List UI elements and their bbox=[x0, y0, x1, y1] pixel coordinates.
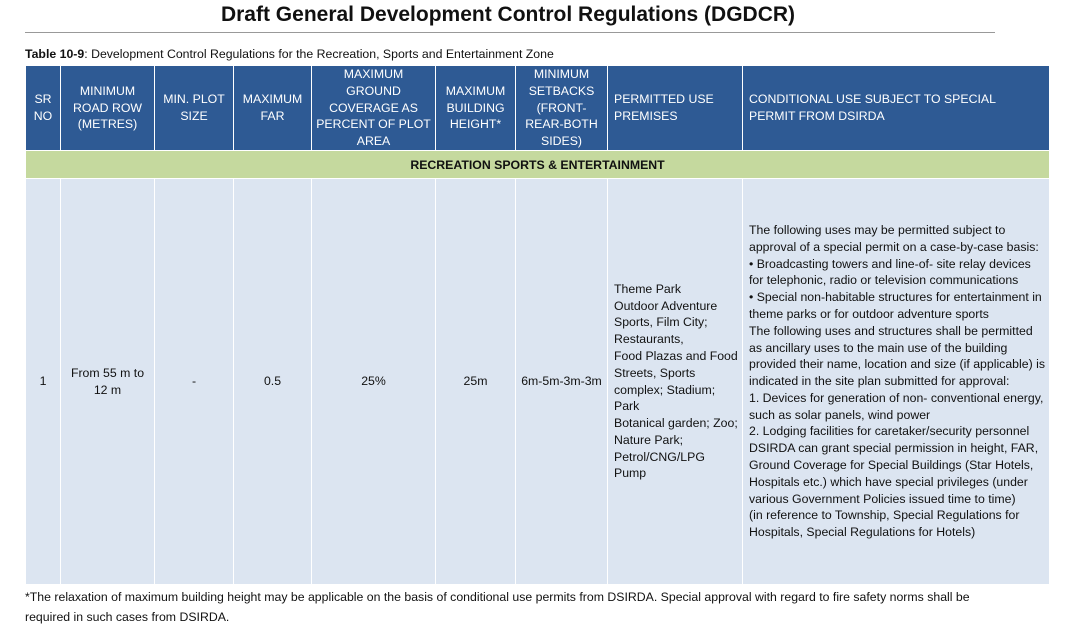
header-building-height: MAXIMUM BUILDING HEIGHT* bbox=[435, 66, 516, 151]
header-road-row: MINIMUM ROAD ROW (METRES) bbox=[60, 66, 155, 151]
header-setbacks: MINIMUM SETBACKS (FRONT-REAR-BOTH SIDES) bbox=[515, 66, 608, 151]
header-row: SR NO MINIMUM ROAD ROW (METRES) MIN. PLO… bbox=[25, 66, 1050, 151]
header-ground-coverage: MAXIMUM GROUND COVERAGE AS PERCENT OF PL… bbox=[311, 66, 436, 151]
table-caption-text: : Development Control Regulations for th… bbox=[84, 47, 554, 61]
cell-conditional-use: The following uses may be permitted subj… bbox=[742, 178, 1050, 585]
cell-road-row: From 55 m to 12 m bbox=[60, 178, 155, 585]
header-permitted-use: PERMITTED USE PREMISES bbox=[607, 66, 743, 151]
zone-row: RECREATION SPORTS & ENTERTAINMENT bbox=[25, 150, 1050, 179]
table-label: Table 10-9 bbox=[25, 47, 85, 61]
header-max-far: MAXIMUM FAR bbox=[233, 66, 312, 151]
cell-ground-coverage: 25% bbox=[311, 178, 436, 585]
zone-label: RECREATION SPORTS & ENTERTAINMENT bbox=[25, 150, 1050, 179]
header-conditional-use: CONDITIONAL USE SUBJECT TO SPECIAL PERMI… bbox=[742, 66, 1050, 151]
cell-plot-size: - bbox=[154, 178, 234, 585]
table-row: 1 From 55 m to 12 m - 0.5 25% 25m 6m-5m-… bbox=[25, 178, 1050, 585]
footnote: *The relaxation of maximum building heig… bbox=[25, 590, 970, 624]
regulations-table: SR NO MINIMUM ROAD ROW (METRES) MIN. PLO… bbox=[25, 66, 1050, 585]
table-caption: Table 10-9: Development Control Regulati… bbox=[25, 47, 554, 61]
cell-setbacks: 6m-5m-3m-3m bbox=[515, 178, 608, 585]
title-divider bbox=[25, 32, 995, 33]
cell-sr-no: 1 bbox=[25, 178, 61, 585]
header-plot-size: MIN. PLOT SIZE bbox=[154, 66, 234, 151]
cell-permitted-use: Theme Park Outdoor Adventure Sports, Fil… bbox=[607, 178, 743, 585]
document-title: Draft General Development Control Regula… bbox=[220, 3, 796, 26]
header-sr-no: SR NO bbox=[25, 66, 61, 151]
cell-max-far: 0.5 bbox=[233, 178, 312, 585]
cell-building-height: 25m bbox=[435, 178, 516, 585]
